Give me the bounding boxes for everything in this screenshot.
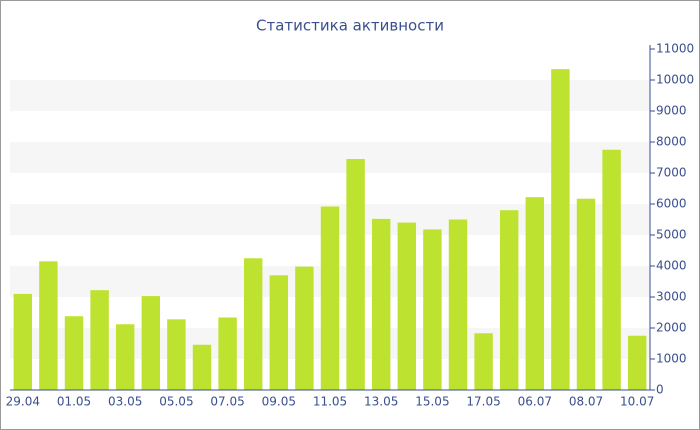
y-tick-label: 7000 [656,166,687,180]
bar [167,319,186,390]
bar [320,206,340,390]
y-tick-label: 6000 [656,197,687,211]
bar [448,219,468,390]
bar [576,198,596,390]
bar [397,222,417,390]
bar [627,335,647,390]
bar [64,316,84,390]
chart-title: Статистика активности [256,17,444,35]
bar [192,344,212,390]
grid-band [10,142,650,173]
x-tick-label: 07.05 [210,395,244,409]
y-tick-label: 3000 [656,290,687,304]
bar [115,324,135,390]
x-tick-label: 05.05 [159,395,193,409]
y-tick-label: 11000 [656,42,694,56]
bar [243,258,263,390]
y-tick-label: 8000 [656,135,687,149]
x-tick-label: 06.07 [518,395,552,409]
bar [269,275,289,390]
y-tick-label: 1000 [656,352,687,366]
bar [90,290,109,390]
bar [371,218,391,390]
y-tick-label: 10000 [656,73,694,87]
y-tick-label: 5000 [656,228,687,242]
bar [13,293,33,390]
bar [346,159,365,390]
x-tick-label: 03.05 [108,395,142,409]
bar [423,229,442,390]
x-tick-label: 09.05 [262,395,296,409]
bar [551,69,570,391]
y-tick-label: 0 [656,383,664,397]
bar [39,261,58,390]
x-tick-label: 29.04 [6,395,40,409]
y-tick-label: 4000 [656,259,687,273]
y-tick-label: 2000 [656,321,687,335]
y-tick-label: 9000 [656,104,687,118]
x-tick-label: 01.05 [57,395,91,409]
bar [474,333,493,390]
x-tick-label: 17.05 [466,395,500,409]
x-tick-label: 08.07 [569,395,603,409]
bar [141,296,161,390]
x-tick-label: 11.05 [313,395,347,409]
x-tick-label: 15.05 [415,395,449,409]
x-tick-label: 13.05 [364,395,398,409]
grid-band [10,80,650,111]
x-tick-label: 10.07 [620,395,654,409]
bar [218,317,237,390]
bar [295,266,314,390]
bar [525,197,545,390]
bar [602,149,621,390]
bar [499,210,519,390]
